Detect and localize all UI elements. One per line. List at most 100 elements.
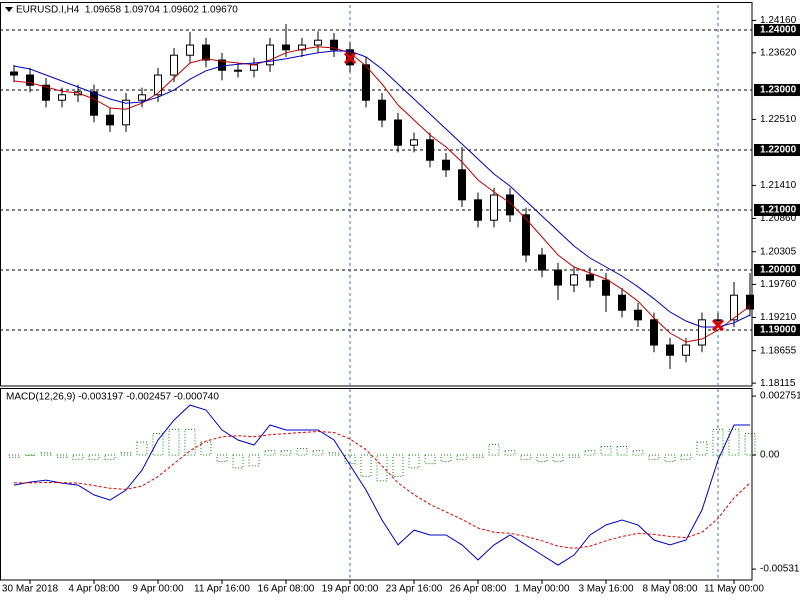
histogram-bar bbox=[552, 454, 564, 462]
x-tick-label: 19 Apr 00:00 bbox=[322, 584, 379, 595]
candle-body bbox=[490, 194, 498, 221]
dropdown-icon bbox=[5, 7, 13, 12]
y-tick-label: 1.19210 bbox=[760, 312, 797, 323]
candle-body bbox=[106, 114, 114, 126]
moving-average bbox=[13, 46, 751, 343]
signal-marker bbox=[343, 52, 357, 65]
candle-body bbox=[746, 294, 754, 310]
histogram-bar bbox=[520, 454, 532, 460]
histogram-bar bbox=[648, 454, 660, 460]
level-label: 1.24000 bbox=[760, 25, 797, 36]
x-tick-label: 3 May 16:00 bbox=[578, 584, 633, 595]
candle-body bbox=[10, 71, 18, 76]
x-tick-label: 30 Mar 2018 bbox=[2, 584, 59, 595]
candle-body bbox=[234, 69, 242, 72]
y-tick-label: 1.18115 bbox=[760, 378, 796, 389]
y-tick-label: 0.002751 bbox=[760, 391, 800, 402]
macd-frame bbox=[0, 388, 753, 581]
signal-line bbox=[14, 430, 751, 549]
histogram-bar bbox=[504, 450, 516, 456]
candle-body bbox=[138, 94, 146, 101]
candle-body bbox=[618, 294, 626, 311]
y-tick-label: 1.21410 bbox=[760, 180, 797, 191]
histogram-bar bbox=[696, 441, 708, 456]
y-tick-label: 1.23620 bbox=[760, 47, 797, 58]
histogram-bar bbox=[584, 450, 596, 456]
candle-body bbox=[26, 74, 34, 86]
level-label: 1.19000 bbox=[760, 325, 797, 336]
x-tick-label: 8 May 08:00 bbox=[642, 584, 697, 595]
histogram-bar bbox=[200, 441, 212, 456]
histogram-bar bbox=[312, 450, 324, 456]
candle-body bbox=[170, 54, 178, 76]
histogram-bar bbox=[680, 454, 692, 460]
candle-body bbox=[458, 169, 466, 201]
x-tick-label: 4 Apr 08:00 bbox=[68, 584, 120, 595]
histogram-bar bbox=[488, 443, 500, 456]
candle-body bbox=[42, 84, 50, 101]
candle-body bbox=[474, 199, 482, 221]
x-tick-label: 26 Apr 08:00 bbox=[450, 584, 507, 595]
candle-body bbox=[730, 294, 738, 321]
level-label-bg bbox=[754, 204, 800, 217]
histogram-bar bbox=[456, 454, 468, 460]
histogram-bar bbox=[248, 454, 260, 467]
x-tick-label: 11 May 00:00 bbox=[704, 584, 764, 595]
level-label-bg bbox=[754, 24, 800, 37]
candle-body bbox=[442, 159, 450, 171]
candle-body bbox=[586, 274, 594, 281]
level-label: 1.20000 bbox=[760, 265, 797, 276]
candle-body bbox=[650, 319, 658, 346]
candle-body bbox=[698, 319, 706, 346]
macd-title: MACD(12,26,9) -0.003197 -0.002457 -0.000… bbox=[6, 392, 219, 403]
y-tick-label: 1.20860 bbox=[760, 213, 797, 224]
x-tick-label: 1 May 00:00 bbox=[514, 584, 569, 595]
candle-body bbox=[298, 44, 306, 51]
plot-layer: 1.24160 1.23620 1.22510 1.21410 1.20860 1.203… bbox=[0, 5, 800, 595]
candle-body bbox=[682, 344, 690, 356]
candle-body bbox=[90, 91, 98, 116]
y-tick-label: 0.00 bbox=[760, 450, 780, 461]
level-label: 1.23000 bbox=[760, 85, 797, 96]
main-frame bbox=[0, 2, 753, 387]
histogram-bar bbox=[136, 441, 148, 456]
histogram-bar bbox=[536, 454, 548, 462]
x-tick-label: 9 Apr 00:00 bbox=[132, 584, 184, 595]
candle-body bbox=[538, 254, 546, 271]
histogram-bar bbox=[72, 454, 84, 460]
title-bg bbox=[2, 4, 302, 17]
histogram-bar bbox=[744, 433, 756, 456]
level-label-bg bbox=[754, 84, 800, 97]
histogram-bar bbox=[264, 450, 276, 456]
candle-body bbox=[282, 44, 290, 51]
candle-body bbox=[666, 344, 674, 356]
candle-body bbox=[154, 74, 162, 96]
candle-body bbox=[410, 139, 418, 146]
signal-marker bbox=[711, 319, 725, 332]
y-tick-label: 1.18655 bbox=[760, 345, 797, 356]
candle-body bbox=[266, 44, 274, 66]
level-label-bg bbox=[754, 264, 800, 277]
candle-body bbox=[394, 119, 402, 146]
candle-body bbox=[122, 99, 130, 126]
y-tick-label: 1.19760 bbox=[760, 279, 797, 290]
histogram-bar bbox=[216, 454, 228, 462]
candle-body bbox=[362, 64, 370, 101]
candle-body bbox=[378, 99, 386, 121]
level-label-bg bbox=[754, 324, 800, 337]
moving-average bbox=[13, 50, 751, 328]
histogram-bar bbox=[360, 454, 372, 477]
histogram-bar bbox=[392, 454, 404, 477]
y-tick-label: 1.20305 bbox=[760, 246, 797, 257]
histogram-bar bbox=[152, 433, 164, 456]
candle-body bbox=[602, 279, 610, 296]
x-tick-label: 23 Apr 16:00 bbox=[386, 584, 443, 595]
candle-body bbox=[554, 269, 562, 286]
y-tick-label: 1.22510 bbox=[760, 114, 797, 125]
y-tick-label: -0.005318 bbox=[760, 564, 800, 575]
candle-body bbox=[506, 194, 514, 216]
candle-body bbox=[426, 139, 434, 161]
